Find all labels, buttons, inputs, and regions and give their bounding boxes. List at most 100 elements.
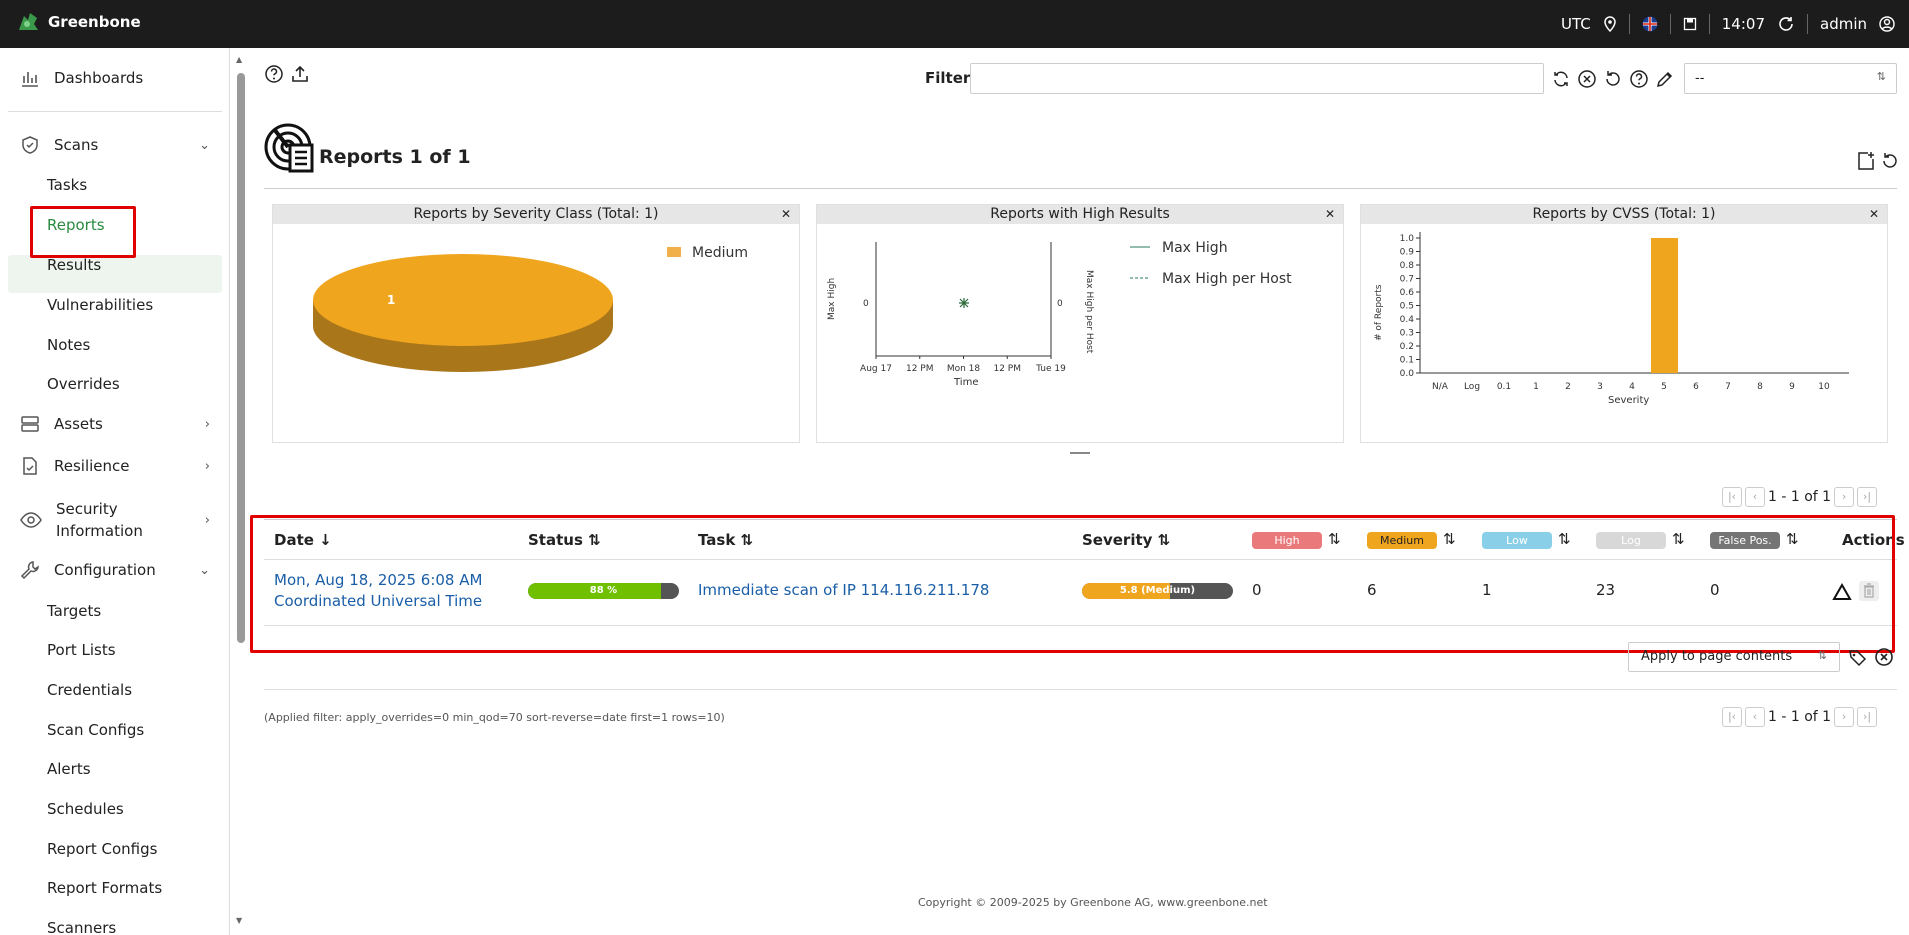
next-page-button[interactable]: › — [1834, 707, 1855, 727]
task-link[interactable]: Immediate scan of IP 114.116.211.178 — [698, 581, 990, 599]
sidebar-item-dashboards[interactable]: Dashboards — [20, 63, 210, 93]
sidebar-item-label: Dashboards — [54, 69, 144, 87]
sidebar-item-report-formats[interactable]: Report Formats — [47, 879, 163, 897]
pie-slice-medium[interactable] — [313, 254, 613, 346]
new-dashboard-icon[interactable] — [1856, 151, 1876, 171]
sort-icon[interactable]: ⇅ — [1558, 530, 1571, 548]
column-header-date[interactable]: Date ↓ — [274, 531, 332, 549]
sidebar-item-reports[interactable]: Reports — [47, 216, 105, 234]
bar-5[interactable] — [1651, 238, 1678, 373]
pagination-bottom: |‹ ‹ 1 - 1 of 1 › ›| — [1722, 707, 1878, 727]
sidebar-item-security-information[interactable]: Security Information › — [20, 497, 210, 543]
edit-filter-icon[interactable] — [1655, 69, 1675, 89]
panel-title: Reports by CVSS (Total: 1) — [1532, 206, 1716, 222]
sidebar-item-schedules[interactable]: Schedules — [47, 800, 124, 818]
sidebar-item-targets[interactable]: Targets — [47, 602, 102, 620]
status-progress-text: 88 % — [589, 585, 618, 596]
report-date-link[interactable]: Mon, Aug 18, 2025 6:08 AM Coordinated Un… — [274, 570, 482, 612]
column-header-false-pos[interactable]: False Pos. — [1710, 532, 1780, 549]
sort-icon[interactable]: ⇅ — [1672, 530, 1685, 548]
first-page-button[interactable]: |‹ — [1722, 707, 1742, 727]
y-axis-label: # of Reports — [1374, 284, 1384, 341]
column-header-medium[interactable]: Medium — [1367, 532, 1437, 549]
data-point-max-high[interactable] — [959, 298, 969, 308]
sort-icon[interactable]: ⇅ — [1443, 530, 1456, 548]
sidebar-item-scan-configs[interactable]: Scan Configs — [47, 721, 145, 739]
upload-icon[interactable] — [290, 64, 310, 84]
help-icon[interactable] — [264, 64, 284, 84]
divider — [1669, 14, 1671, 34]
chevron-down-icon: ⌄ — [199, 137, 210, 153]
filter-help-icon[interactable] — [1629, 69, 1649, 89]
x-tick-label: Log — [1464, 382, 1480, 392]
close-icon[interactable]: ✕ — [780, 207, 791, 221]
filter-input[interactable] — [970, 63, 1544, 94]
delta-icon[interactable] — [1832, 582, 1852, 602]
reset-dashboard-icon[interactable] — [1880, 151, 1900, 171]
next-page-button[interactable]: › — [1834, 487, 1855, 507]
column-header-status[interactable]: Status ⇅ — [528, 531, 601, 549]
refresh-icon[interactable] — [1777, 15, 1795, 33]
app-name: Greenbone — [48, 13, 141, 31]
column-header-low[interactable]: Low — [1482, 532, 1552, 549]
sidebar-item-assets[interactable]: Assets › — [20, 409, 210, 439]
sidebar-item-overrides[interactable]: Overrides — [47, 375, 120, 393]
column-header-high[interactable]: High — [1252, 532, 1322, 549]
location-pin-icon[interactable] — [1603, 16, 1617, 32]
x-tick-label: 5 — [1661, 382, 1667, 392]
language-flag-icon[interactable] — [1642, 16, 1658, 32]
sidebar-item-results[interactable]: Results — [47, 256, 102, 274]
bulk-action-select[interactable]: Apply to page contents ⇅ — [1628, 642, 1840, 672]
filter-select[interactable]: -- ⇅ — [1684, 63, 1897, 94]
column-header-severity[interactable]: Severity ⇅ — [1082, 531, 1171, 549]
y-tick-label: 0.3 — [1400, 329, 1414, 339]
column-header-label: Status — [528, 531, 583, 549]
scrollbar[interactable]: ▲ ▼ — [235, 55, 247, 925]
sidebar-item-resilience[interactable]: Resilience › — [20, 451, 210, 481]
legend-label-max-high: Max High — [1162, 240, 1228, 256]
scroll-up-arrow-icon[interactable]: ▲ — [236, 55, 243, 64]
save-icon[interactable] — [1683, 17, 1697, 31]
previous-page-button[interactable]: ‹ — [1745, 487, 1765, 507]
wrench-icon — [20, 561, 39, 580]
sidebar-item-notes[interactable]: Notes — [47, 336, 91, 354]
logo[interactable]: Greenbone — [16, 10, 141, 34]
status-progress-bar[interactable]: 88 % — [528, 583, 679, 599]
sidebar-item-label: Configuration — [54, 561, 156, 579]
sidebar-item-credentials[interactable]: Credentials — [47, 681, 133, 699]
report-date: Mon, Aug 18, 2025 6:08 AM — [274, 571, 483, 589]
sort-icon[interactable]: ⇅ — [1786, 530, 1799, 548]
close-icon[interactable]: ✕ — [1324, 207, 1335, 221]
top-bar: Greenbone UTC 14:07 admin — [0, 0, 1909, 48]
resize-handle[interactable] — [1070, 452, 1090, 454]
sidebar-item-scanners[interactable]: Scanners — [47, 919, 117, 935]
close-icon[interactable]: ✕ — [1868, 207, 1879, 221]
sidebar-item-scans[interactable]: Scans ⌄ — [20, 130, 210, 160]
sort-icon[interactable]: ⇅ — [1328, 530, 1341, 548]
sidebar-item-vulnerabilities[interactable]: Vulnerabilities — [47, 296, 154, 314]
scroll-thumb[interactable] — [237, 73, 245, 643]
sidebar-item-port-lists[interactable]: Port Lists — [47, 641, 116, 659]
sidebar-item-report-configs[interactable]: Report Configs — [47, 840, 158, 858]
y-tick-label: 0.1 — [1400, 356, 1414, 366]
sidebar-item-alerts[interactable]: Alerts — [47, 760, 91, 778]
sidebar-item-configuration[interactable]: Configuration ⌄ — [20, 555, 210, 585]
column-header-task[interactable]: Task ⇅ — [698, 531, 754, 549]
sidebar-item-label-line2: Information — [56, 522, 143, 540]
first-page-button[interactable]: |‹ — [1722, 487, 1742, 507]
sidebar-item-tasks[interactable]: Tasks — [47, 176, 88, 194]
last-page-button[interactable]: ›| — [1857, 487, 1878, 507]
trash-icon[interactable] — [1858, 580, 1880, 602]
last-page-button[interactable]: ›| — [1857, 707, 1878, 727]
previous-page-button[interactable]: ‹ — [1745, 707, 1765, 727]
reset-filter-icon[interactable] — [1577, 69, 1597, 89]
tags-icon[interactable] — [1848, 647, 1868, 667]
reset-default-icon[interactable] — [1603, 69, 1623, 89]
refresh-filter-icon[interactable] — [1551, 69, 1571, 89]
column-header-log[interactable]: Log — [1596, 532, 1666, 549]
scroll-down-arrow-icon[interactable]: ▼ — [236, 916, 243, 925]
username[interactable]: admin — [1820, 15, 1867, 33]
delete-all-icon[interactable] — [1874, 647, 1894, 667]
user-avatar-icon[interactable] — [1879, 16, 1895, 32]
x-tick-label: 1 — [1533, 382, 1539, 392]
